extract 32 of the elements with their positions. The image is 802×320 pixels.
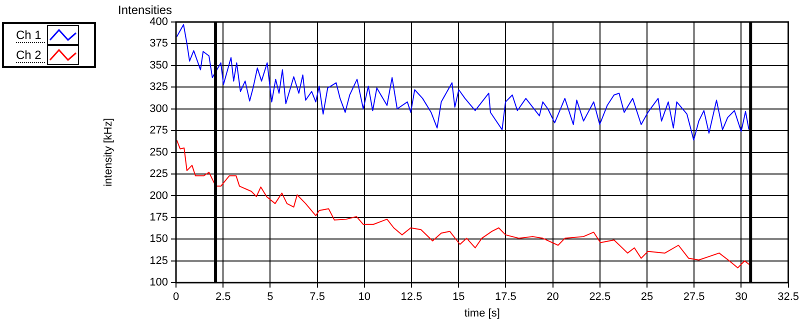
x-tick-label: 15	[452, 291, 465, 304]
y-tick-label: 300	[150, 102, 168, 115]
x-tick-label: 25	[640, 291, 654, 304]
y-tick-label: 200	[150, 190, 168, 202]
y-tick-label: 175	[150, 211, 168, 224]
y-tick-label: 375	[150, 38, 168, 50]
legend-label: Ch 2	[16, 48, 46, 62]
y-tick-label: 275	[150, 124, 168, 137]
x-tick-label: 20	[546, 291, 559, 304]
x-tick-label: 30	[735, 291, 748, 304]
x-tick-label: 32.5	[778, 291, 800, 304]
y-tick-label: 400	[150, 16, 168, 28]
x-tick-label: 2.5	[215, 291, 231, 304]
x-tick-label: 12.5	[400, 291, 422, 304]
y-tick-label: 225	[150, 168, 168, 180]
x-tick-label: 0	[172, 291, 180, 304]
y-tick-label: 325	[150, 81, 168, 94]
x-tick-label: 10	[358, 291, 371, 304]
y-axis-title: intensity [kHz]	[102, 118, 115, 187]
chart-title: Intensities	[118, 3, 172, 17]
x-tick-label: 17.5	[494, 291, 516, 304]
y-tick-label: 100	[150, 276, 168, 289]
x-tick-label: 5	[267, 291, 274, 304]
x-tick-label: 27.5	[683, 291, 705, 304]
y-tick-label: 125	[150, 254, 168, 267]
y-tick-label: 250	[150, 146, 168, 158]
x-tick-label: 22.5	[589, 291, 611, 304]
legend-label: Ch 1	[16, 28, 46, 42]
y-tick-label: 150	[150, 233, 168, 246]
x-tick-label: 7.5	[310, 291, 325, 304]
y-tick-label: 350	[150, 59, 168, 72]
x-axis-title: time [s]	[464, 307, 500, 320]
